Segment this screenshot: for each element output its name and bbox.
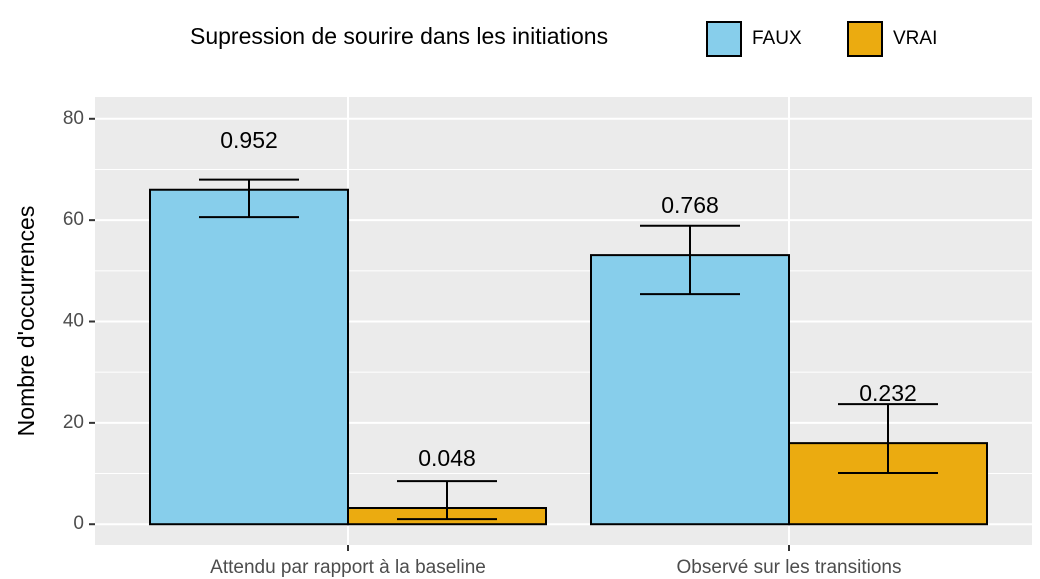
y-tick-label: 80 [63, 108, 84, 129]
y-tick-label: 60 [63, 209, 84, 230]
bar [590, 254, 790, 526]
y-axis-title: Nombre d'occurrences [13, 206, 39, 437]
data-label: 0.232 [859, 380, 917, 406]
bar [788, 442, 988, 526]
legend-title: Supression de sourire dans les initiatio… [190, 23, 608, 49]
legend-label: VRAI [893, 28, 937, 49]
y-tick-label: 20 [63, 412, 84, 433]
legend-key [706, 21, 742, 57]
x-tick-label: Observé sur les transitions [677, 557, 902, 578]
x-tick-label: Attendu par rapport à la baseline [210, 557, 486, 578]
data-label: 0.952 [220, 127, 278, 153]
y-tick-label: 40 [63, 311, 84, 332]
y-tick-label: 0 [73, 513, 84, 534]
legend-label: FAUX [752, 28, 802, 49]
data-label: 0.048 [418, 445, 476, 471]
data-label: 0.768 [661, 192, 719, 218]
bar [149, 188, 349, 526]
legend-key [847, 21, 883, 57]
